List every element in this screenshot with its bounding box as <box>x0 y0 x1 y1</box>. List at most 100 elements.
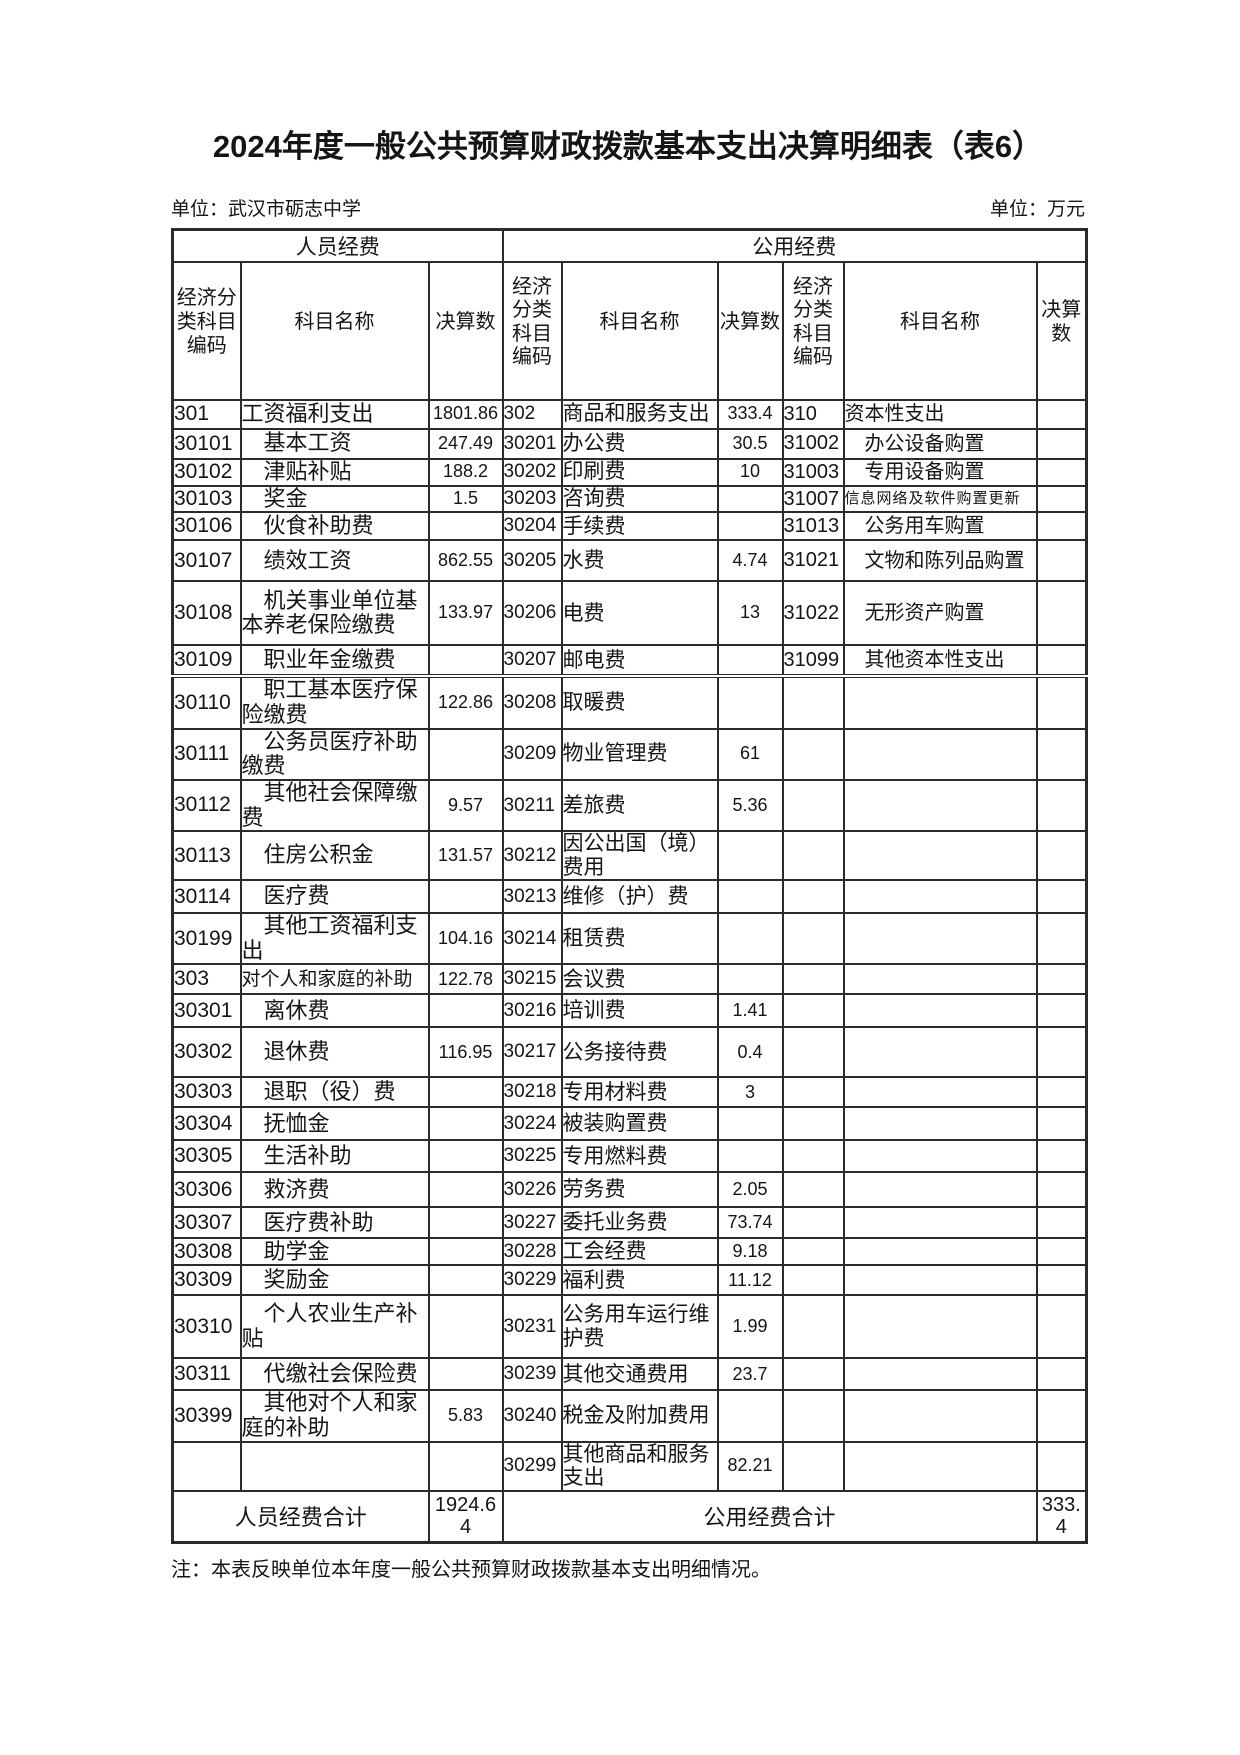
table-row: 30309 奖励金 30229 福利费 11.12 <box>171 1264 1088 1297</box>
code-cell: 30207 <box>501 644 563 679</box>
value-cell: 862.55 <box>427 539 504 583</box>
code-cell: 30214 <box>501 912 563 966</box>
name-cell: 差旅费 <box>560 778 719 833</box>
col-header-name-2: 科目名称 <box>560 260 719 401</box>
value-cell <box>716 830 784 882</box>
col-header-code-3: 经济分类科目编码 <box>781 260 845 401</box>
code-cell: 30112 <box>171 778 242 833</box>
code-cell: 30301 <box>171 993 242 1029</box>
code-cell <box>781 1357 845 1392</box>
code-cell <box>781 1294 845 1360</box>
value-cell <box>716 644 784 679</box>
name-cell: 奖励金 <box>239 1264 430 1297</box>
code-cell: 30108 <box>171 580 242 647</box>
table-row: 30111 公务员医疗补助缴费 30209 物业管理费 61 <box>171 727 1088 781</box>
name-cell: 其他工资福利支出 <box>239 912 430 966</box>
table-row: 30302 退休费 116.95 30217 公务接待费 0.4 <box>171 1026 1088 1079</box>
table-body: 301 工资福利支出 1801.86 302 商品和服务支出 333.4 310 资本性支出 3… <box>171 398 1088 1492</box>
value-cell <box>427 727 504 781</box>
name-cell <box>842 1264 1038 1297</box>
table-row: 30103 奖金 1.5 30203 咨询费 31007 信息网络及软件购置更新 <box>171 484 1088 514</box>
code-cell <box>781 1440 845 1492</box>
name-cell <box>842 912 1038 966</box>
code-cell: 31003 <box>781 457 845 487</box>
name-cell: 奖金 <box>239 484 430 514</box>
code-cell: 30202 <box>501 457 563 487</box>
value-cell <box>427 1440 504 1492</box>
budget-table: 人员经费 公用经费 经济分类科目编码 科目名称 决算数 经济分类科目编码 科目名… <box>171 227 1089 1545</box>
name-cell: 无形资产购置 <box>842 580 1038 647</box>
value-cell <box>1035 1106 1088 1142</box>
name-cell: 委托业务费 <box>560 1206 719 1240</box>
value-cell <box>716 963 784 996</box>
code-cell: 30306 <box>171 1171 242 1209</box>
code-cell: 31021 <box>781 539 845 583</box>
name-cell: 伙食补助费 <box>239 511 430 542</box>
code-cell: 30299 <box>501 1440 563 1492</box>
table-row: 30114 医疗费 30213 维修（护）费 <box>171 879 1088 915</box>
name-cell: 印刷费 <box>560 457 719 487</box>
name-cell: 对个人和家庭的补助 <box>239 963 430 996</box>
code-cell <box>781 993 845 1029</box>
unit-line: 单位：武汉市砺志中学 单位：万元 <box>171 194 1085 221</box>
code-cell: 30113 <box>171 830 242 882</box>
table-row: 30299 其他商品和服务支出 82.21 <box>171 1440 1088 1492</box>
column-header-row: 经济分类科目编码 科目名称 决算数 经济分类科目编码 科目名称 决算数 经济分类… <box>171 260 1088 401</box>
value-cell <box>1035 580 1088 647</box>
table-row: 30107 绩效工资 862.55 30205 水费 4.74 31021 文物和陈列品购置 <box>171 539 1088 583</box>
value-cell <box>427 1357 504 1392</box>
code-cell: 31022 <box>781 580 845 647</box>
value-cell: 122.86 <box>427 675 504 730</box>
name-cell: 会议费 <box>560 963 719 996</box>
name-cell <box>842 1139 1038 1174</box>
value-cell <box>1035 993 1088 1029</box>
unit-left-label: 单位：武汉市砺志中学 <box>171 198 362 220</box>
value-cell: 5.36 <box>716 778 784 833</box>
value-cell: 104.16 <box>427 912 504 966</box>
name-cell: 助学金 <box>239 1237 430 1267</box>
name-cell <box>842 1237 1038 1267</box>
name-cell: 文物和陈列品购置 <box>842 539 1038 583</box>
value-cell <box>427 1264 504 1297</box>
table-row: 30304 抚恤金 30224 被装购置费 <box>171 1106 1088 1142</box>
value-cell <box>427 511 504 542</box>
value-cell: 188.2 <box>427 457 504 487</box>
name-cell: 其他资本性支出 <box>842 644 1038 679</box>
name-cell: 维修（护）费 <box>560 879 719 915</box>
code-cell: 31099 <box>781 644 845 679</box>
value-cell <box>427 1139 504 1174</box>
code-cell: 303 <box>171 963 242 996</box>
value-cell <box>716 1389 784 1443</box>
name-cell <box>239 1440 430 1492</box>
code-cell <box>781 963 845 996</box>
table-row: 303 对个人和家庭的补助 122.78 30215 会议费 <box>171 963 1088 996</box>
value-cell <box>1035 727 1088 781</box>
name-cell: 职工基本医疗保险缴费 <box>239 675 430 730</box>
col-header-name-1: 科目名称 <box>239 260 430 401</box>
value-cell <box>1035 879 1088 915</box>
name-cell: 职业年金缴费 <box>239 644 430 679</box>
value-cell: 1.99 <box>716 1294 784 1360</box>
code-cell: 31002 <box>781 427 845 460</box>
code-cell: 30231 <box>501 1294 563 1360</box>
code-cell: 30302 <box>171 1026 242 1079</box>
table-row: 30106 伙食补助费 30204 手续费 31013 公务用车购置 <box>171 511 1088 542</box>
table-row: 301 工资福利支出 1801.86 302 商品和服务支出 333.4 310 资本性支出 <box>171 398 1088 430</box>
code-cell <box>781 1237 845 1267</box>
code-cell: 30211 <box>501 778 563 833</box>
personnel-total-label: 人员经费合计 <box>171 1489 430 1544</box>
code-cell <box>781 1026 845 1079</box>
name-cell: 租赁费 <box>560 912 719 966</box>
value-cell: 122.78 <box>427 963 504 996</box>
code-cell: 30206 <box>501 580 563 647</box>
value-cell <box>1035 778 1088 833</box>
col-header-value-1: 决算数 <box>427 260 504 401</box>
name-cell: 退职（役）费 <box>239 1076 430 1109</box>
code-cell: 30399 <box>171 1389 242 1443</box>
code-cell: 30304 <box>171 1106 242 1142</box>
value-cell: 333.4 <box>716 398 784 430</box>
name-cell: 医疗费补助 <box>239 1206 430 1240</box>
code-cell: 30239 <box>501 1357 563 1392</box>
name-cell: 公务用车运行维护费 <box>560 1294 719 1360</box>
code-cell <box>781 675 845 730</box>
